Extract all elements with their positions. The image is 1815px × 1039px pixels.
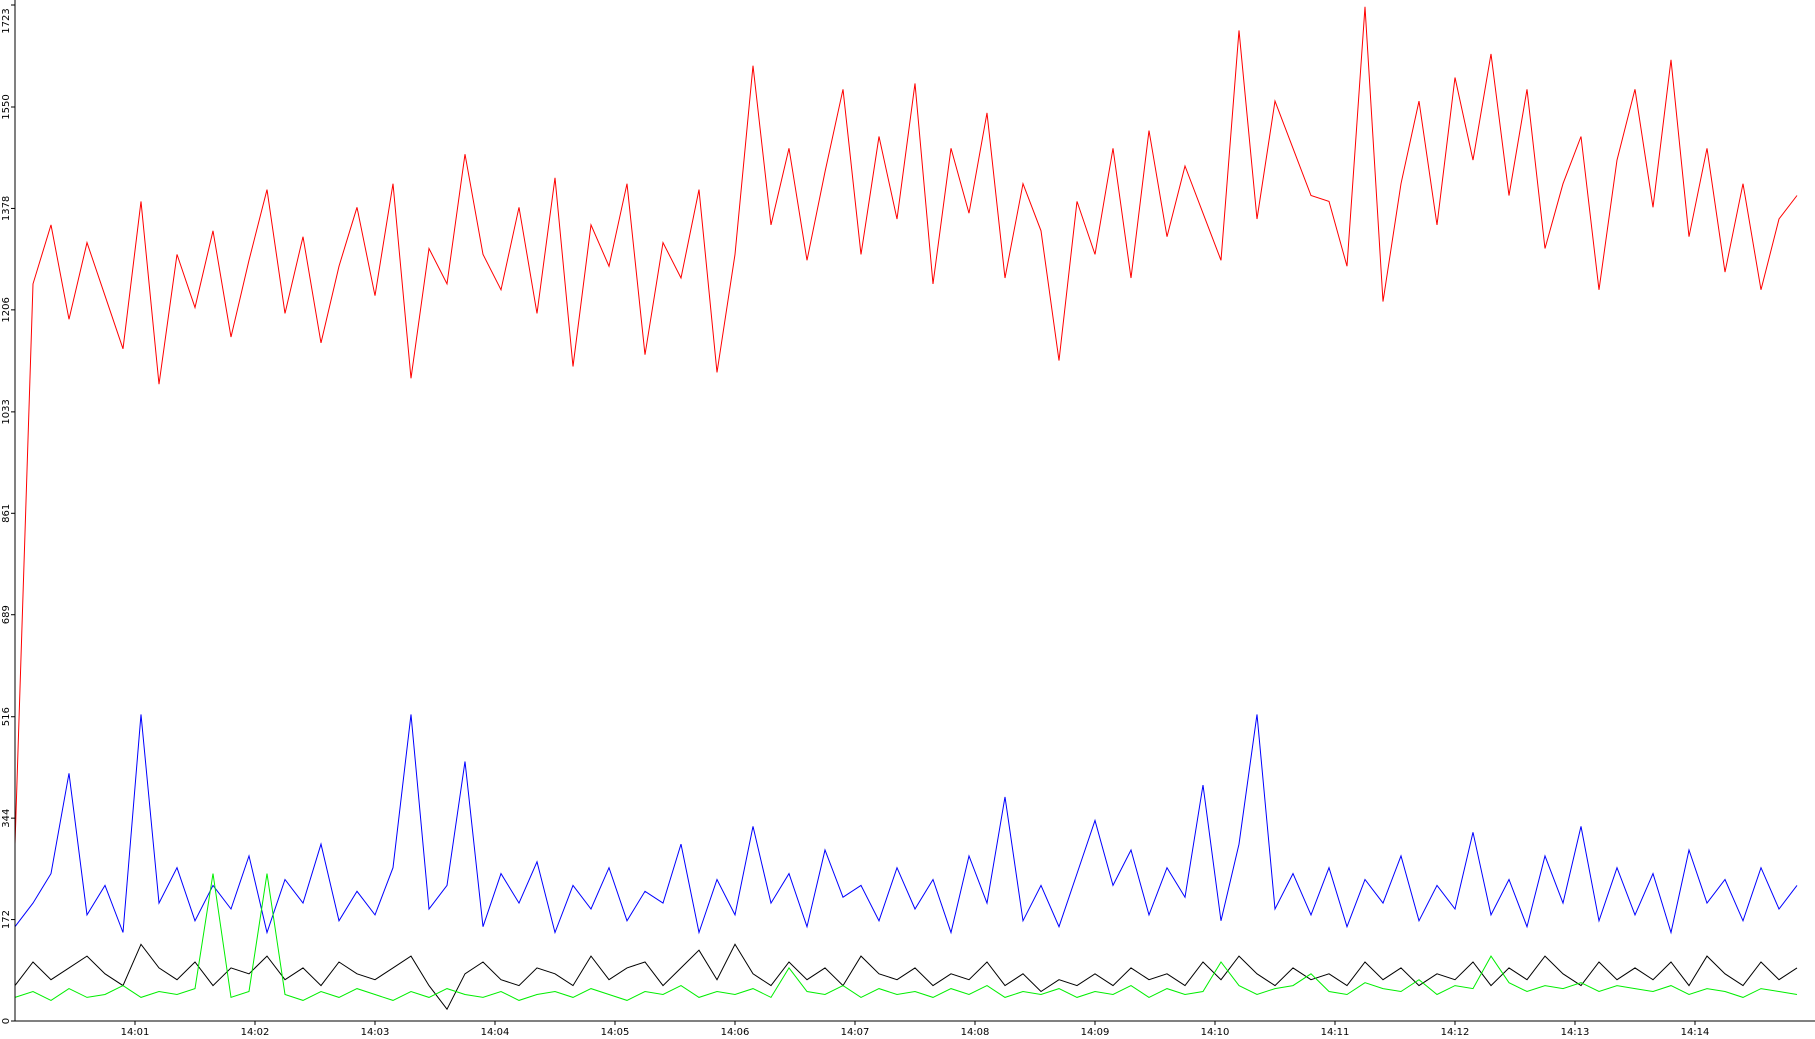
x-tick-label: 14:02 xyxy=(241,1027,270,1038)
y-tick-label: 1033 xyxy=(1,399,12,424)
x-tick-label: 14:01 xyxy=(121,1027,150,1038)
series-line xyxy=(14,873,1798,1001)
series-line xyxy=(14,714,1798,935)
x-tick-label: 14:11 xyxy=(1321,1027,1350,1038)
y-tick-label: 0 xyxy=(1,1018,12,1024)
x-tick-label: 14:12 xyxy=(1441,1027,1470,1038)
y-tick-label: 1550 xyxy=(1,94,12,119)
y-tick-label: 516 xyxy=(1,707,12,726)
x-tick-label: 14:08 xyxy=(961,1027,990,1038)
x-tick-label: 14:05 xyxy=(601,1027,630,1038)
x-tick-label: 14:06 xyxy=(721,1027,750,1038)
y-tick-label: 172 xyxy=(1,910,12,929)
x-tick-label: 14:10 xyxy=(1201,1027,1230,1038)
x-tick-label: 14:07 xyxy=(841,1027,870,1038)
series-line xyxy=(14,943,1798,1011)
x-tick-label: 14:04 xyxy=(481,1027,510,1038)
x-tick-label: 14:14 xyxy=(1681,1027,1710,1038)
series-line xyxy=(14,6,1798,845)
y-tick-label: 344 xyxy=(1,809,12,828)
x-tick-label: 14:13 xyxy=(1561,1027,1590,1038)
y-tick-label: 1206 xyxy=(1,297,12,322)
x-tick-label: 14:09 xyxy=(1081,1027,1110,1038)
x-tick-label: 14:03 xyxy=(361,1027,390,1038)
y-tick-label: 1378 xyxy=(1,196,12,221)
y-tick-label: 861 xyxy=(1,504,12,523)
y-tick-label: 689 xyxy=(1,605,12,624)
y-tick-label: 1723 xyxy=(1,8,12,33)
